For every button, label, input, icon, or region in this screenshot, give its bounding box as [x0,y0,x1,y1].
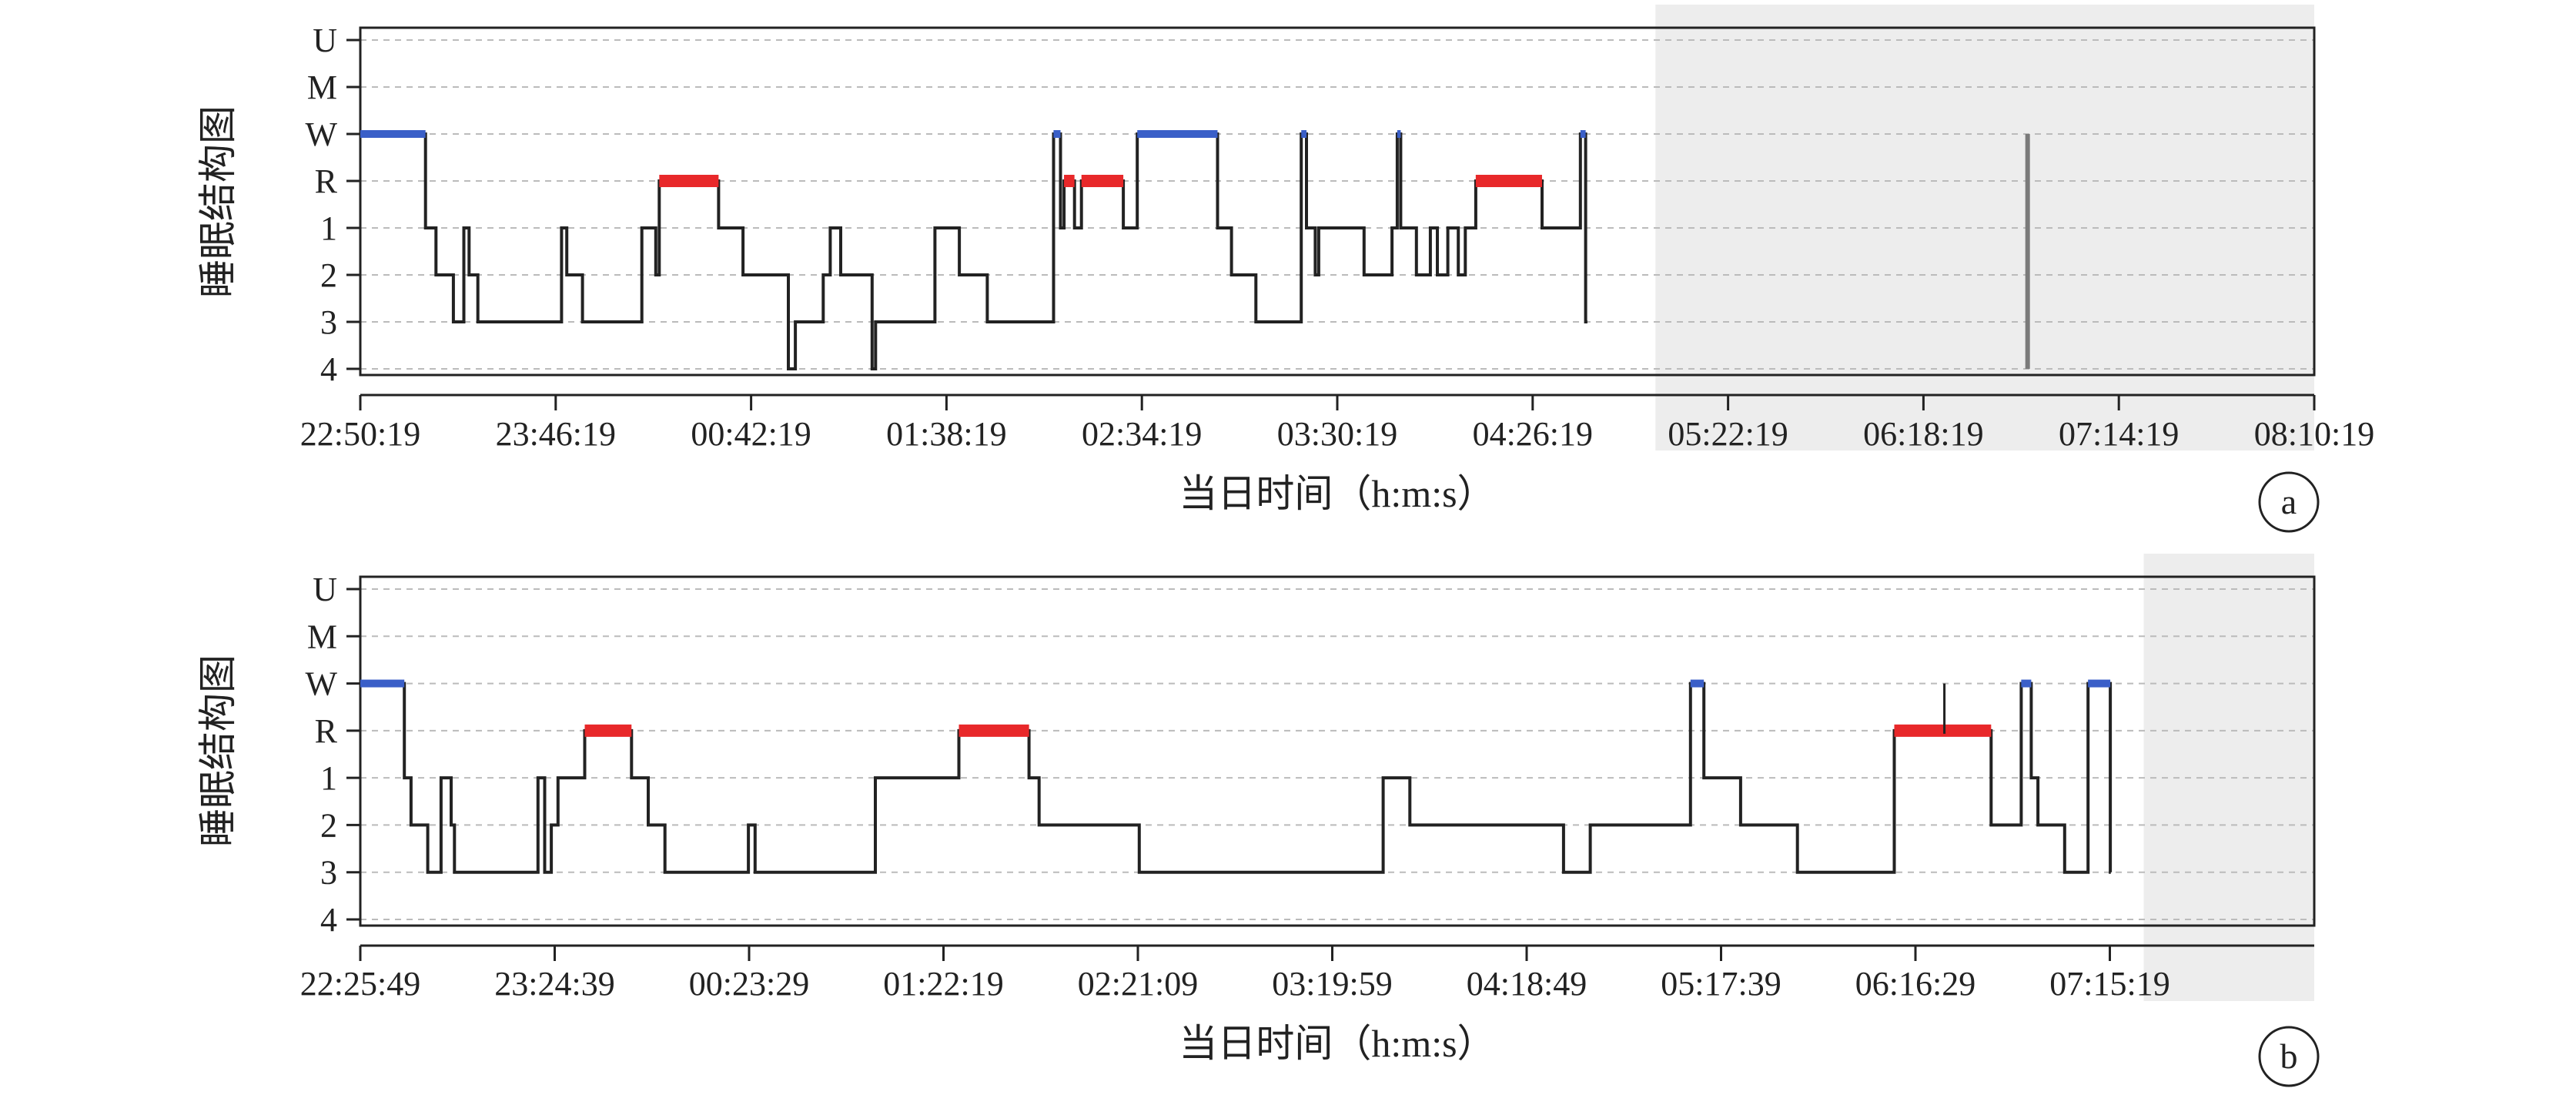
shaded-region [1655,5,2314,450]
x-tick-label: 01:38:19 [886,415,1006,453]
x-tick-label: 05:22:19 [1668,415,1788,453]
wake-segment [2021,679,2032,688]
x-axis-title: 当日时间（h:m:s） [1179,1022,1495,1065]
wake-segment [1690,679,1705,688]
y-tick-label: 1 [320,759,337,797]
y-tick-label: 3 [320,854,337,892]
x-tick-label: 00:23:29 [689,965,809,1003]
wake-segment [360,130,426,138]
rem-segment [659,175,719,187]
rem-segment [1475,175,1542,187]
y-tick-label: 2 [320,256,337,294]
y-axis-title: 睡眠结构图 [196,655,239,847]
y-tick-label: 2 [320,806,337,844]
rem-segment [1894,724,1992,737]
x-tick-label: 03:30:19 [1277,415,1397,453]
wake-segment [1397,130,1401,138]
x-tick-label: 23:46:19 [496,415,616,453]
wake-segment [1137,130,1218,138]
y-tick-label: R [315,162,338,200]
plot-frame [359,575,2316,927]
wake-segment [1301,130,1307,138]
hypnogram-line [360,681,2113,874]
wake-segment [1053,130,1061,138]
rem-segment [958,724,1029,737]
wake-segment [2088,679,2111,688]
y-tick-label: W [305,665,337,703]
x-tick-label: 04:18:49 [1467,965,1587,1003]
wake-segment [1580,130,1586,138]
x-tick-label: 22:50:19 [300,415,420,453]
y-tick-label: M [307,69,337,106]
plot-frame [359,26,2316,377]
x-tick-label: 04:26:19 [1473,415,1593,453]
rem-segment [1081,175,1124,187]
x-tick-label: 02:34:19 [1082,415,1202,453]
y-tick-label: 1 [320,209,337,247]
x-tick-label: 06:16:29 [1855,965,1975,1003]
x-tick-label: 06:18:19 [1863,415,1983,453]
shaded-region [2143,554,2314,1001]
x-tick-label: 23:24:39 [494,965,614,1003]
y-tick-label: 4 [320,350,337,388]
y-tick-label: U [313,571,337,608]
rem-segment [584,724,632,737]
x-tick-label: 02:21:09 [1078,965,1198,1003]
x-tick-label: 01:22:19 [883,965,1003,1003]
y-tick-label: R [315,712,338,750]
x-tick-label: 07:14:19 [2059,415,2179,453]
y-tick-label: 3 [320,303,337,341]
y-tick-label: 4 [320,901,337,939]
y-tick-label: W [305,116,337,153]
x-tick-label: 08:10:19 [2254,415,2374,453]
wake-segment [360,679,405,688]
x-tick-label: 03:19:59 [1272,965,1392,1003]
x-tick-label: 00:42:19 [691,415,811,453]
panel-badge-circle [2258,471,2320,533]
hypnogram-line [360,132,1587,370]
rem-segment [1064,175,1075,187]
y-tick-label: M [307,618,337,655]
y-axis-title: 睡眠结构图 [196,105,239,298]
x-tick-label: 22:25:49 [300,965,420,1003]
panel-badge-label: a [2281,482,2297,521]
panel-badge-circle [2258,1026,2320,1087]
x-tick-label: 05:17:39 [1661,965,1781,1003]
x-axis-title: 当日时间（h:m:s） [1179,472,1495,515]
panel-badge-label: b [2280,1036,2298,1076]
x-tick-label: 07:15:19 [2049,965,2170,1003]
y-tick-label: U [313,22,337,59]
